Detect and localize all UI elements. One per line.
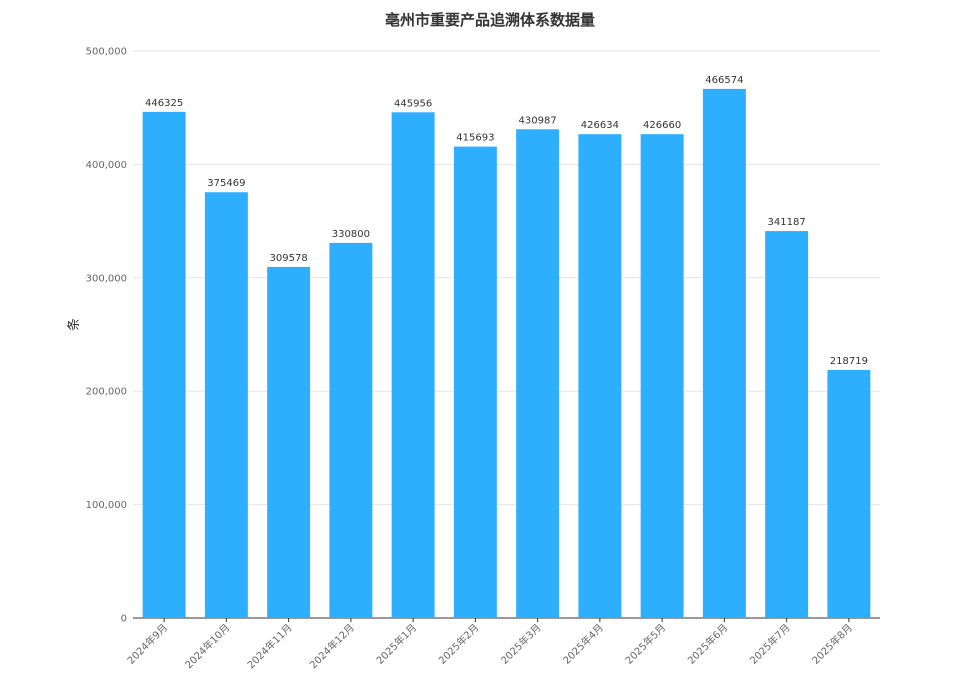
- x-tick-label: 2025年8月: [809, 621, 855, 667]
- x-tick-label: 2025年1月: [373, 621, 419, 667]
- x-tick-label: 2025年6月: [685, 621, 731, 667]
- x-tick-label: 2024年10月: [182, 621, 232, 671]
- x-tick-label: 2025年3月: [498, 621, 544, 667]
- y-tick-label: 200,000: [86, 387, 127, 398]
- x-tick-label: 2025年5月: [622, 621, 668, 667]
- bar: [453, 146, 497, 619]
- x-tick-label: 2024年11月: [244, 621, 294, 671]
- data-label: 309578: [270, 253, 308, 264]
- data-label: 430987: [519, 115, 557, 126]
- bar: [640, 134, 684, 619]
- x-tick-label: 2025年4月: [560, 621, 606, 667]
- data-label: 445956: [394, 98, 432, 109]
- data-label: 341187: [768, 217, 806, 228]
- bar: [142, 111, 186, 619]
- bar: [578, 134, 622, 619]
- bar: [267, 266, 311, 618]
- data-label: 375469: [207, 178, 245, 189]
- bar: [516, 129, 560, 618]
- y-axis-title: 条: [66, 318, 82, 331]
- y-tick-label: 300,000: [86, 273, 127, 284]
- data-label: 446325: [145, 98, 183, 109]
- data-label: 426660: [643, 120, 681, 131]
- data-label: 466574: [705, 75, 743, 86]
- x-tick-label: 2025年2月: [436, 621, 482, 667]
- y-tick-label: 400,000: [86, 160, 127, 171]
- data-label: 218719: [830, 356, 868, 367]
- bar: [765, 231, 809, 619]
- bar: [391, 112, 435, 619]
- y-tick-label: 100,000: [86, 500, 127, 511]
- bar: [827, 369, 871, 618]
- data-label: 415693: [456, 133, 494, 144]
- data-label: 426634: [581, 120, 619, 131]
- chart-title: 亳州市重要产品追溯体系数据量: [384, 11, 595, 29]
- x-tick-label: 2025年7月: [747, 621, 793, 667]
- data-label: 330800: [332, 229, 370, 240]
- x-tick-label: 2024年12月: [307, 621, 357, 671]
- x-tick-label: 2024年9月: [124, 621, 170, 667]
- y-tick-label: 500,000: [86, 47, 127, 58]
- bar: [702, 88, 746, 618]
- bar: [204, 192, 248, 619]
- bar: [329, 242, 373, 618]
- y-tick-label: 0: [121, 614, 127, 625]
